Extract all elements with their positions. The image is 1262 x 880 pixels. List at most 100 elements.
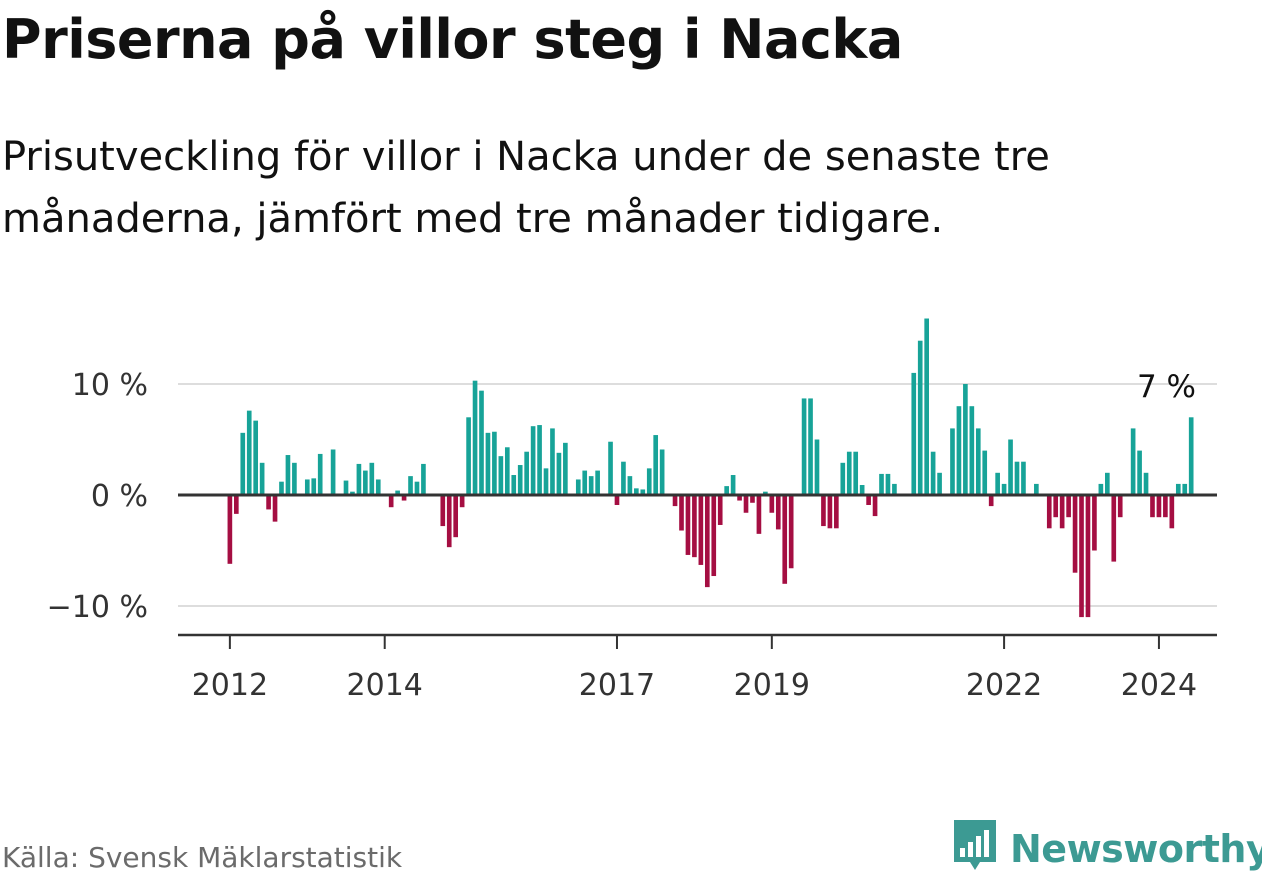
- bar: [808, 398, 813, 495]
- x-tick-label: 2022: [966, 668, 1042, 703]
- bar: [304, 479, 310, 495]
- bar: [859, 485, 865, 495]
- bar: [504, 447, 510, 495]
- bar: [556, 452, 562, 495]
- bar-chart: 2012 2014 2017 2019 2022 2024 10 % 0 % −10 % 7 …: [47, 318, 1217, 703]
- grid-lines: [178, 383, 1217, 607]
- bar: [711, 495, 717, 577]
- bar: [453, 495, 459, 538]
- bar: [621, 461, 626, 495]
- brand-name: Newsworthy: [1010, 827, 1262, 871]
- bar: [1014, 461, 1020, 495]
- bar: [827, 495, 833, 529]
- bar: [672, 495, 678, 507]
- bar: [388, 495, 394, 508]
- bar: [1092, 495, 1097, 551]
- bar: [704, 495, 710, 588]
- bar: [769, 495, 775, 513]
- bar: [279, 481, 284, 495]
- bar: [595, 470, 600, 495]
- x-axis: 2012 2014 2017 2019 2022 2024: [178, 633, 1217, 703]
- bar: [240, 432, 246, 495]
- bar: [350, 491, 355, 495]
- bar: [956, 406, 962, 495]
- bar: [982, 450, 988, 495]
- bar: [975, 428, 981, 495]
- bar: [1105, 472, 1110, 495]
- bar: [414, 481, 420, 495]
- bar: [498, 456, 504, 495]
- bar: [756, 495, 762, 534]
- bar: [1066, 495, 1071, 518]
- x-tick-label: 2014: [347, 668, 423, 703]
- bar: [679, 495, 684, 531]
- bar: [1156, 495, 1162, 518]
- y-tick-label: 0 %: [91, 479, 148, 514]
- bar: [1059, 495, 1065, 529]
- bar: [743, 495, 749, 513]
- bar: [1098, 483, 1104, 495]
- bar: [363, 470, 368, 495]
- bar: [698, 495, 704, 565]
- bar: [924, 318, 929, 495]
- bar: [1072, 495, 1078, 573]
- bar: [588, 476, 594, 495]
- bar: [1188, 417, 1194, 495]
- bar: [1046, 495, 1052, 529]
- bar: [782, 495, 788, 584]
- bar: [421, 463, 426, 495]
- bar: [537, 425, 542, 495]
- bar: [479, 390, 484, 495]
- bar: [259, 462, 265, 495]
- bar: [1008, 439, 1013, 495]
- y-tick-label: −10 %: [47, 590, 148, 625]
- bar: [446, 495, 452, 548]
- bar: [763, 491, 768, 495]
- bar: [459, 495, 465, 508]
- x-tick-label: 2012: [192, 668, 268, 703]
- bar: [317, 453, 323, 495]
- bar: [272, 495, 278, 522]
- bar: [343, 480, 349, 495]
- bar-chart-logo-icon: [954, 820, 996, 870]
- bar: [563, 442, 568, 495]
- bar: [963, 384, 968, 495]
- x-tick-label: 2019: [734, 668, 810, 703]
- bar: [356, 463, 362, 495]
- bar: [492, 431, 497, 495]
- bar: [1175, 483, 1181, 495]
- bar: [234, 495, 239, 514]
- bar: [311, 478, 317, 495]
- bar: [227, 495, 233, 564]
- bar: [408, 476, 413, 495]
- bar: [1021, 461, 1026, 495]
- bar: [1053, 495, 1059, 518]
- bar: [788, 495, 794, 569]
- bar: [846, 451, 852, 495]
- bar: [608, 441, 613, 495]
- bar: [834, 495, 839, 529]
- bar: [524, 451, 529, 495]
- bar: [253, 420, 259, 495]
- bar: [511, 475, 517, 495]
- bar: [1182, 483, 1188, 495]
- bar: [1111, 495, 1117, 562]
- last-value-label: 7 %: [1137, 369, 1196, 405]
- bar: [917, 340, 923, 495]
- bar: [1143, 472, 1149, 495]
- bar: [969, 406, 975, 495]
- bar: [911, 372, 917, 495]
- bar: [1137, 450, 1142, 495]
- bar: [717, 495, 723, 525]
- bar: [814, 439, 820, 495]
- bar: [1130, 428, 1136, 495]
- chart-title: Priserna på villor steg i Nacka: [2, 8, 903, 71]
- bar: [292, 462, 297, 495]
- bar: [472, 380, 478, 495]
- bar: [659, 449, 665, 495]
- bar: [866, 495, 871, 505]
- bar: [266, 495, 271, 510]
- bar: [440, 495, 446, 527]
- bar: [853, 451, 859, 495]
- bar: [750, 495, 755, 503]
